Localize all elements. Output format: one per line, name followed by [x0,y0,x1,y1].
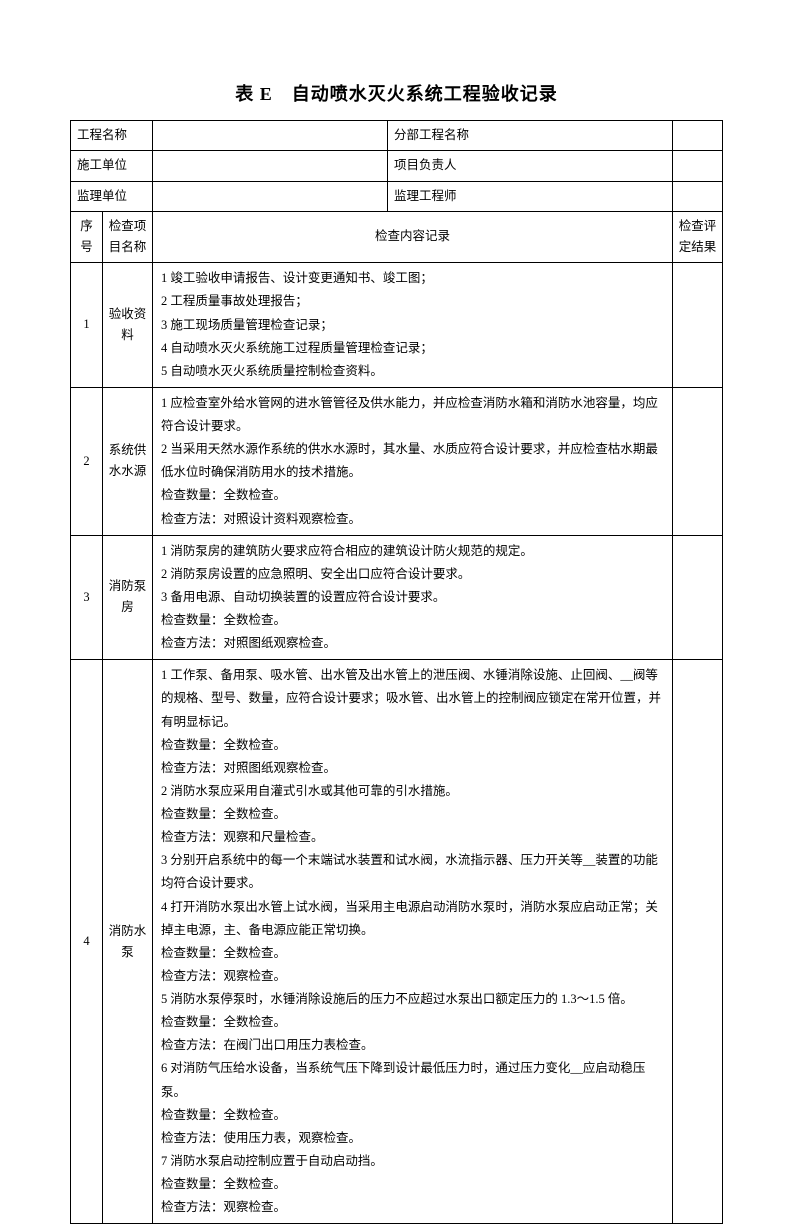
col-seq-header: 序号 [71,211,103,263]
row-item: 系统供水水源 [103,387,153,535]
row-seq: 3 [71,535,103,660]
col-content-header: 检查内容记录 [153,211,673,263]
row-seq: 2 [71,387,103,535]
column-header-row: 序号 检查项目名称 检查内容记录 检查评定结果 [71,211,723,263]
row-content: 1 工作泵、备用泵、吸水管、出水管及出水管上的泄压阀、水锤消除设施、止回阀、__… [153,660,673,1224]
page-title: 表 E 自动喷水灭火系统工程验收记录 [70,80,723,106]
row-result [673,263,723,388]
label-project-manager: 项目负责人 [388,151,673,181]
header-row-2: 施工单位 项目负责人 [71,151,723,181]
value-subproject-name [673,121,723,151]
row-item: 消防泵房 [103,535,153,660]
value-supervision-engineer [673,181,723,211]
row-content: 1 消防泵房的建筑防火要求应符合相应的建筑设计防火规范的规定。2 消防泵房设置的… [153,535,673,660]
row-content: 1 竣工验收申请报告、设计变更通知书、竣工图；2 工程质量事故处理报告；3 施工… [153,263,673,388]
value-supervision-unit [153,181,388,211]
header-row-1: 工程名称 分部工程名称 [71,121,723,151]
label-construction-unit: 施工单位 [71,151,153,181]
table-row: 2 系统供水水源 1 应检查室外给水管网的进水管管径及供水能力，并应检查消防水箱… [71,387,723,535]
value-project-name [153,121,388,151]
row-result [673,660,723,1224]
table-row: 4 消防水泵 1 工作泵、备用泵、吸水管、出水管及出水管上的泄压阀、水锤消除设施… [71,660,723,1224]
row-item: 消防水泵 [103,660,153,1224]
table-row: 1 验收资料 1 竣工验收申请报告、设计变更通知书、竣工图；2 工程质量事故处理… [71,263,723,388]
row-content: 1 应检查室外给水管网的进水管管径及供水能力，并应检查消防水箱和消防水池容量，均… [153,387,673,535]
row-result [673,535,723,660]
label-supervision-engineer: 监理工程师 [388,181,673,211]
row-seq: 1 [71,263,103,388]
col-result-header: 检查评定结果 [673,211,723,263]
header-row-3: 监理单位 监理工程师 [71,181,723,211]
label-supervision-unit: 监理单位 [71,181,153,211]
row-item: 验收资料 [103,263,153,388]
row-seq: 4 [71,660,103,1224]
table-row: 3 消防泵房 1 消防泵房的建筑防火要求应符合相应的建筑设计防火规范的规定。2 … [71,535,723,660]
label-project-name: 工程名称 [71,121,153,151]
col-item-header: 检查项目名称 [103,211,153,263]
label-subproject-name: 分部工程名称 [388,121,673,151]
value-construction-unit [153,151,388,181]
inspection-table: 工程名称 分部工程名称 施工单位 项目负责人 监理单位 监理工程师 序号 检查项… [70,120,723,1224]
row-result [673,387,723,535]
value-project-manager [673,151,723,181]
